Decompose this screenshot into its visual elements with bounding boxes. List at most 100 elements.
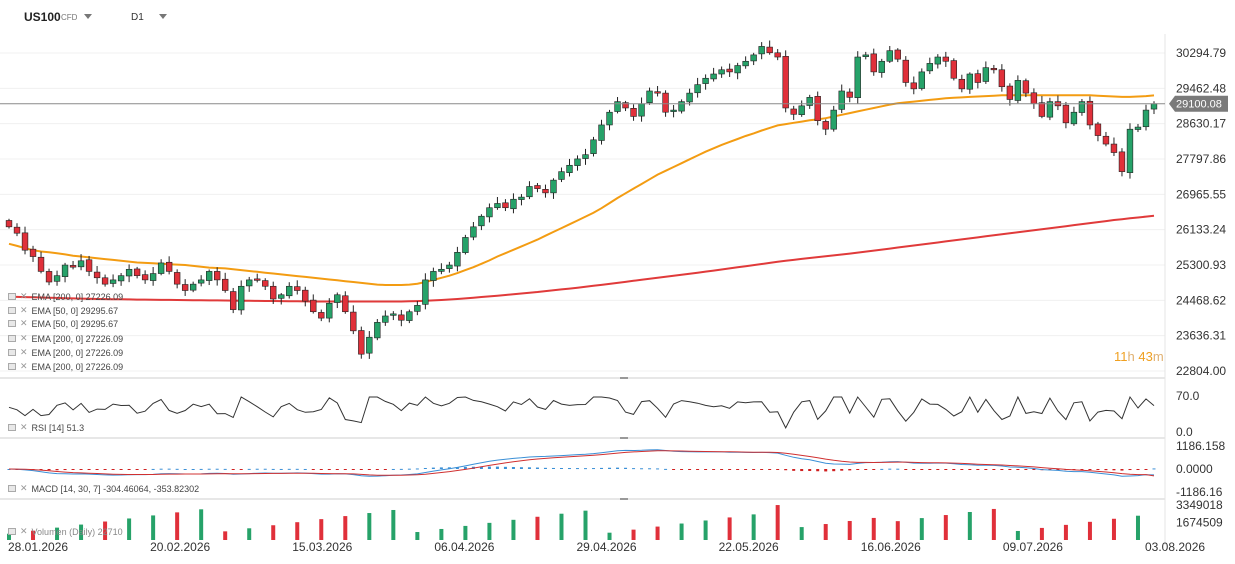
candle-body — [173, 272, 181, 285]
candle — [430, 267, 437, 287]
indicator-label-2[interactable]: ✕ EMA [50, 0] 29295.67 — [8, 305, 118, 316]
candle-body — [750, 54, 757, 62]
symbol-dropdown-icon[interactable] — [84, 14, 92, 19]
macd-histogram-bar — [519, 467, 523, 469]
macd-histogram-bar — [1024, 469, 1028, 470]
macd-histogram-bar — [87, 469, 91, 470]
macd-histogram-bar — [303, 468, 307, 470]
indicator-label-3[interactable]: ✕ EMA [50, 0] 29295.67 — [8, 318, 118, 329]
candle — [77, 254, 85, 271]
macd-histogram-bar — [784, 469, 788, 471]
indicator-label-6[interactable]: ✕ EMA [200, 0] 27226.09 — [8, 361, 123, 372]
pane-separators — [0, 34, 1166, 545]
settings-icon[interactable] — [8, 335, 16, 342]
candle — [574, 155, 581, 171]
volume-bar — [79, 524, 84, 540]
price-tick-label: 30294.79 — [1176, 46, 1226, 60]
settings-icon[interactable] — [8, 293, 16, 300]
volume-label[interactable]: ✕ Volumen (Daily) 22710 — [8, 526, 123, 537]
candle-body — [141, 274, 149, 281]
candle — [734, 62, 741, 80]
volume-bar — [655, 526, 660, 540]
indicator-label-4[interactable]: ✕ EMA [200, 0] 27226.09 — [8, 333, 123, 344]
macd-histogram-bar — [816, 469, 820, 472]
candle — [69, 260, 77, 270]
macd-histogram-bar — [1096, 469, 1100, 471]
candle — [222, 272, 229, 293]
candle-body — [165, 261, 173, 272]
macd-histogram-bar — [1128, 469, 1132, 471]
candle-body — [1046, 101, 1054, 118]
macd-histogram-bar — [71, 469, 75, 470]
candle — [846, 88, 853, 103]
settings-icon[interactable] — [8, 424, 16, 431]
settings-icon[interactable] — [8, 485, 16, 492]
candle — [630, 104, 637, 121]
current-price-tag — [1169, 95, 1228, 112]
volume-bar — [679, 523, 684, 540]
macd-tick-label: 0.0000 — [1176, 462, 1213, 476]
close-icon[interactable]: ✕ — [20, 318, 28, 328]
close-icon[interactable]: ✕ — [20, 347, 28, 357]
timeframe-select[interactable]: D1 — [131, 12, 144, 23]
candle-body — [598, 124, 605, 141]
volume-bar — [799, 527, 804, 540]
close-icon[interactable]: ✕ — [20, 422, 28, 432]
candle-body — [93, 271, 101, 279]
candle — [438, 263, 445, 275]
close-icon[interactable]: ✕ — [20, 333, 28, 343]
indicator-label-5[interactable]: ✕ EMA [200, 0] 27226.09 — [8, 347, 123, 358]
candle — [766, 40, 773, 55]
timeframe-dropdown-icon[interactable] — [159, 14, 167, 19]
close-icon[interactable]: ✕ — [20, 361, 28, 371]
settings-icon[interactable] — [8, 307, 16, 314]
candle — [157, 259, 165, 276]
candle-body — [494, 203, 501, 209]
rsi-label[interactable]: ✕ RSI [14] 51.3 — [8, 422, 84, 433]
close-icon[interactable]: ✕ — [20, 526, 28, 536]
candle — [622, 100, 629, 112]
macd-histogram-bar — [840, 469, 844, 471]
candle — [1062, 101, 1070, 129]
candle — [1150, 101, 1158, 115]
candle-body — [222, 278, 229, 291]
candle-body — [478, 215, 485, 227]
settings-icon[interactable] — [8, 320, 16, 327]
candle-body — [1142, 109, 1150, 128]
settings-icon[interactable] — [8, 349, 16, 356]
candle-body — [350, 311, 357, 332]
symbol-name[interactable]: US100 — [24, 10, 61, 24]
candle-body — [189, 283, 197, 291]
macd-histogram-bar — [391, 468, 395, 470]
macd-histogram-bar — [143, 469, 147, 470]
close-icon[interactable]: ✕ — [20, 291, 28, 301]
candle-body — [286, 285, 293, 297]
volume-bar — [607, 532, 612, 540]
candle — [286, 282, 293, 299]
volume-bar — [1039, 527, 1044, 540]
candle — [918, 68, 925, 91]
indicator-label-1[interactable]: ✕ EMA [200, 0] 27226.09 — [8, 291, 123, 302]
candle-body — [950, 60, 958, 79]
macd-histogram-bar — [856, 469, 860, 470]
candle-body — [742, 60, 749, 67]
settings-icon[interactable] — [8, 363, 16, 370]
macd-label[interactable]: ✕ MACD [14, 30, 7] -304.46064, -353.82302 — [8, 483, 199, 494]
macd-histogram-bar — [135, 469, 139, 470]
current-price-value: 29100.08 — [1176, 99, 1222, 111]
candle-body — [846, 91, 853, 98]
macd-histogram-bar — [752, 469, 756, 470]
settings-icon[interactable] — [8, 528, 16, 535]
close-icon[interactable]: ✕ — [20, 483, 28, 493]
candle-body — [197, 279, 205, 284]
candle-body — [390, 313, 397, 316]
macd-histogram-bar — [928, 469, 932, 470]
candle-body — [157, 262, 165, 274]
macd-histogram-bar — [567, 468, 571, 470]
macd-histogram-bar — [632, 468, 636, 470]
close-icon[interactable]: ✕ — [20, 305, 28, 315]
candle-body — [254, 278, 261, 281]
candle — [950, 58, 958, 81]
candle-body — [270, 285, 277, 300]
